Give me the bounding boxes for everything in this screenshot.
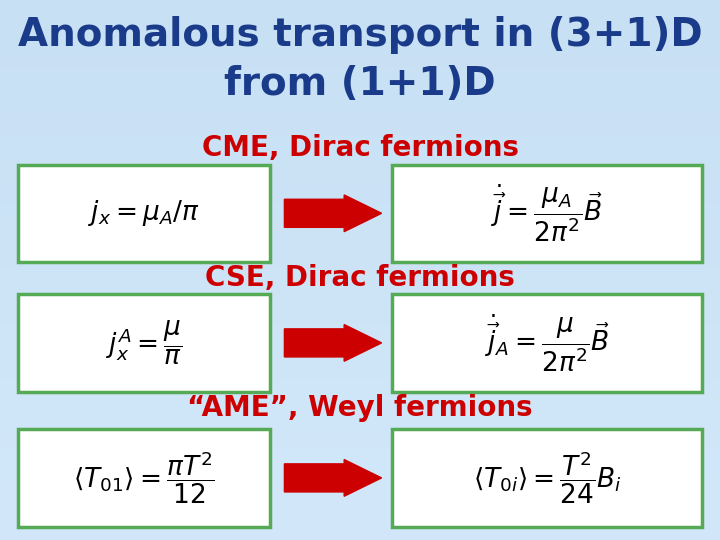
FancyBboxPatch shape <box>392 294 702 392</box>
Text: CSE, Dirac fermions: CSE, Dirac fermions <box>205 264 515 292</box>
Text: $j_x = \mu_A/\pi$: $j_x = \mu_A/\pi$ <box>88 198 200 228</box>
FancyArrow shape <box>284 460 382 496</box>
Text: “AME”, Weyl fermions: “AME”, Weyl fermions <box>187 394 533 422</box>
FancyBboxPatch shape <box>392 165 702 262</box>
FancyBboxPatch shape <box>18 165 270 262</box>
Text: CME, Dirac fermions: CME, Dirac fermions <box>202 134 518 163</box>
Text: Anomalous transport in (3+1)D: Anomalous transport in (3+1)D <box>18 16 702 54</box>
Text: $j_x^A = \dfrac{\mu}{\pi}$: $j_x^A = \dfrac{\mu}{\pi}$ <box>106 319 182 367</box>
Text: $\dot{\vec{j}} = \dfrac{\mu_A}{2\pi^2}\vec{B}$: $\dot{\vec{j}} = \dfrac{\mu_A}{2\pi^2}\v… <box>492 183 603 244</box>
FancyArrow shape <box>284 325 382 361</box>
Text: $\langle T_{01} \rangle = \dfrac{\pi T^2}{12}$: $\langle T_{01} \rangle = \dfrac{\pi T^2… <box>73 449 215 507</box>
FancyBboxPatch shape <box>18 294 270 392</box>
FancyBboxPatch shape <box>18 429 270 526</box>
Text: $\dot{\vec{j}}_A = \dfrac{\mu}{2\pi^2}\vec{B}$: $\dot{\vec{j}}_A = \dfrac{\mu}{2\pi^2}\v… <box>485 312 610 374</box>
FancyArrow shape <box>284 195 382 232</box>
FancyBboxPatch shape <box>392 429 702 526</box>
Text: $\langle T_{0i} \rangle = \dfrac{T^2}{24} B_i$: $\langle T_{0i} \rangle = \dfrac{T^2}{24… <box>473 449 621 507</box>
Text: from (1+1)D: from (1+1)D <box>224 65 496 103</box>
